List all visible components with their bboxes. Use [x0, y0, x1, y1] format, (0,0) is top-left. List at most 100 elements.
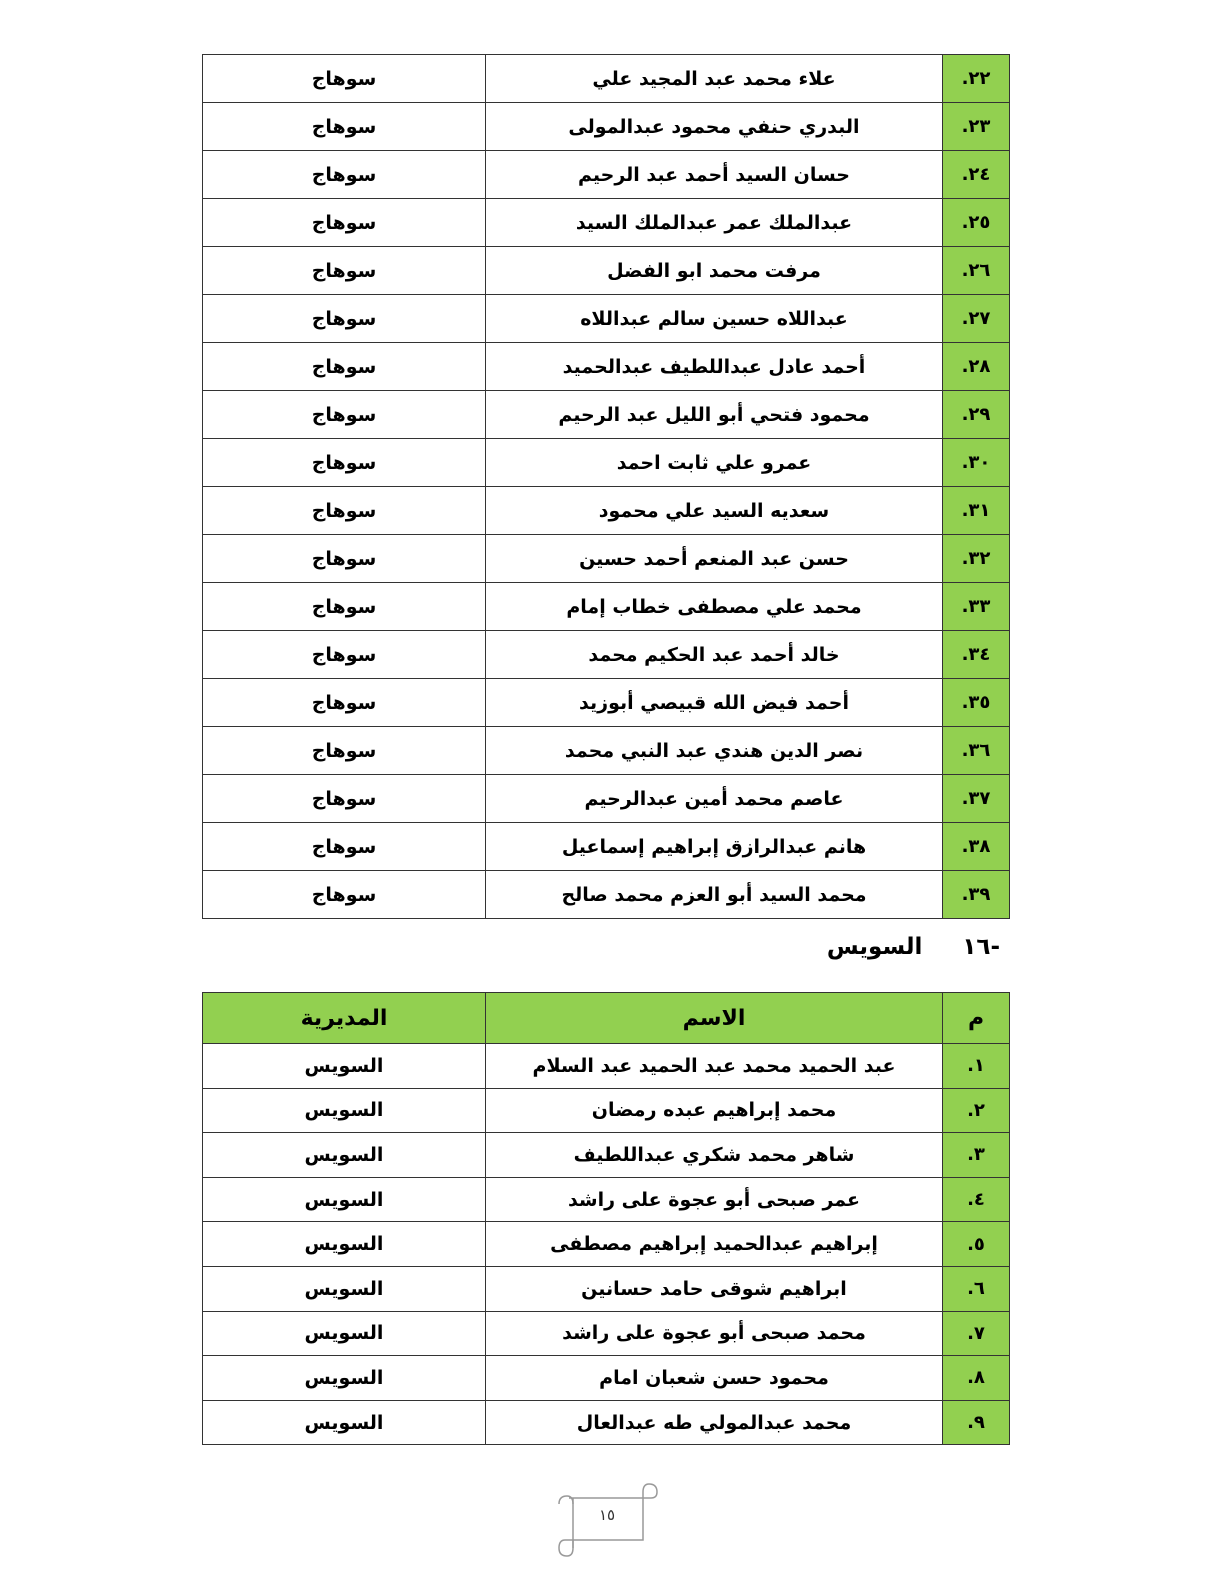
row-number: ٣٥. [942, 678, 1010, 727]
person-name: عبداللاه حسين سالم عبداللاه [485, 294, 943, 343]
directorate: سوهاج [202, 102, 486, 151]
section-title: السويس [826, 934, 923, 960]
row-number: ٢٦. [942, 246, 1010, 295]
person-name: محمد عبدالمولي طه عبدالعال [485, 1399, 943, 1446]
table-row: ٣٦. نصر الدين هندي عبد النبي محمد سوهاج [202, 726, 1010, 775]
directorate: سوهاج [202, 486, 486, 535]
person-name: هانم عبدالرازق إبراهيم إسماعيل [485, 822, 943, 871]
person-name: علاء محمد عبد المجيد علي [485, 54, 943, 103]
table-row: ٣٤. خالد أحمد عبد الحكيم محمد سوهاج [202, 630, 1010, 679]
person-name: عاصم محمد أمين عبدالرحيم [485, 774, 943, 823]
table-row: ٣١. سعديه السيد علي محمود سوهاج [202, 486, 1010, 535]
person-name: أحمد فيض الله قبيصي أبوزيد [485, 678, 943, 727]
row-number: ٢٩. [942, 390, 1010, 439]
directorate: سوهاج [202, 390, 486, 439]
table-row: ٣. شاهر محمد شكري عبداللطيف السويس [202, 1132, 1010, 1178]
table-row: ٦. ابراهيم شوقى حامد حسانين السويس [202, 1265, 1010, 1312]
header-name: الاسم [485, 992, 943, 1044]
scroll-icon [558, 1483, 658, 1557]
person-name: مرفت محمد ابو الفضل [485, 246, 943, 295]
row-number: ٢. [942, 1087, 1010, 1134]
directorate: سوهاج [202, 150, 486, 199]
table-row: ٨. محمود حسن شعبان امام السويس [202, 1355, 1010, 1401]
directorate: السويس [202, 1399, 486, 1446]
row-number: ٣١. [942, 486, 1010, 535]
person-name: محمد علي مصطفى خطاب إمام [485, 582, 943, 631]
person-name: شاهر محمد شكري عبداللطيف [485, 1132, 943, 1178]
row-number: ٢٤. [942, 150, 1010, 199]
table-row: ٣٣. محمد علي مصطفى خطاب إمام سوهاج [202, 582, 1010, 631]
person-name: إبراهيم عبدالحميد إبراهيم مصطفى [485, 1221, 943, 1267]
directorate: سوهاج [202, 294, 486, 343]
directorate: سوهاج [202, 678, 486, 727]
person-name: ابراهيم شوقى حامد حسانين [485, 1265, 943, 1312]
row-number: ١. [942, 1043, 1010, 1089]
table-row: ١. عبد الحميد محمد عبد الحميد عبد السلام ا… [202, 1043, 1010, 1089]
directorate: سوهاج [202, 582, 486, 631]
row-number: ٧. [942, 1310, 1010, 1357]
table-row: ٢٩. محمود فتحي أبو الليل عبد الرحيم سوهاج [202, 390, 1010, 439]
row-number: ٣٤. [942, 630, 1010, 679]
table-row: ٩. محمد عبدالمولي طه عبدالعال السويس [202, 1399, 1010, 1446]
person-name: عبدالملك عمر عبدالملك السيد [485, 198, 943, 247]
header-num: م [942, 992, 1010, 1044]
directorate: سوهاج [202, 630, 486, 679]
table-row: ٢٤. حسان السيد أحمد عبد الرحيم سوهاج [202, 150, 1010, 199]
row-number: ٢٥. [942, 198, 1010, 247]
directorate: سوهاج [202, 438, 486, 487]
person-name: حسن عبد المنعم أحمد حسين [485, 534, 943, 583]
table-row: ٣٩. محمد السيد أبو العزم محمد صالح سوهاج [202, 870, 1010, 919]
person-name: محمد إبراهيم عبده رمضان [485, 1087, 943, 1134]
page-number: ١٥ [598, 1506, 616, 1524]
row-number: ٣٠. [942, 438, 1010, 487]
directorate: سوهاج [202, 822, 486, 871]
person-name: محمد صبحى أبو عجوة على راشد [485, 1310, 943, 1357]
directorate: السويس [202, 1310, 486, 1357]
person-name: محمد السيد أبو العزم محمد صالح [485, 870, 943, 919]
person-name: عمرو علي ثابت احمد [485, 438, 943, 487]
directorate: سوهاج [202, 342, 486, 391]
row-number: ٣٨. [942, 822, 1010, 871]
person-name: محمود حسن شعبان امام [485, 1355, 943, 1401]
row-number: ٦. [942, 1265, 1010, 1312]
header-city: المديرية [202, 992, 486, 1044]
row-number: ٩. [942, 1399, 1010, 1446]
row-number: ٣٦. [942, 726, 1010, 775]
row-number: ٣. [942, 1132, 1010, 1178]
person-name: عبد الحميد محمد عبد الحميد عبد السلام [485, 1043, 943, 1089]
table-row: ٢٧. عبداللاه حسين سالم عبداللاه سوهاج [202, 294, 1010, 343]
row-number: ٥. [942, 1221, 1010, 1267]
table-row: ٣٧. عاصم محمد أمين عبدالرحيم سوهاج [202, 774, 1010, 823]
page-number-badge: ١٥ [555, 1480, 659, 1558]
row-number: ٢٣. [942, 102, 1010, 151]
directorate: سوهاج [202, 870, 486, 919]
row-number: ٣٢. [942, 534, 1010, 583]
row-number: ٤. [942, 1176, 1010, 1223]
table-row: ٣٠. عمرو علي ثابت احمد سوهاج [202, 438, 1010, 487]
row-number: ٨. [942, 1355, 1010, 1401]
directorate: السويس [202, 1265, 486, 1312]
person-name: سعديه السيد علي محمود [485, 486, 943, 535]
directorate: سوهاج [202, 54, 486, 103]
table-row: ٢٢. علاء محمد عبد المجيد علي سوهاج [202, 54, 1010, 103]
directorate: سوهاج [202, 726, 486, 775]
directorate: السويس [202, 1043, 486, 1089]
sohag-table: ٢٢. علاء محمد عبد المجيد علي سوهاج ٢٣. البدر… [202, 54, 1010, 919]
directorate: سوهاج [202, 774, 486, 823]
row-number: ٣٩. [942, 870, 1010, 919]
suez-table: م الاسم المديرية ١. عبد الحميد محمد عبد ا… [202, 992, 1010, 1446]
table-row: ٢٦. مرفت محمد ابو الفضل سوهاج [202, 246, 1010, 295]
section-heading: -١٦ السويس [827, 934, 1000, 960]
directorate: السويس [202, 1087, 486, 1134]
table-row: ٧. محمد صبحى أبو عجوة على راشد السويس [202, 1310, 1010, 1357]
table-header-row: م الاسم المديرية [202, 992, 1010, 1044]
row-number: ٣٣. [942, 582, 1010, 631]
person-name: خالد أحمد عبد الحكيم محمد [485, 630, 943, 679]
row-number: ٢٢. [942, 54, 1010, 103]
section-number: -١٦ [962, 934, 1000, 960]
person-name: أحمد عادل عبداللطيف عبدالحميد [485, 342, 943, 391]
table-row: ٢٣. البدري حنفي محمود عبدالمولى سوهاج [202, 102, 1010, 151]
person-name: عمر صبحى أبو عجوة على راشد [485, 1176, 943, 1223]
directorate: السويس [202, 1176, 486, 1223]
